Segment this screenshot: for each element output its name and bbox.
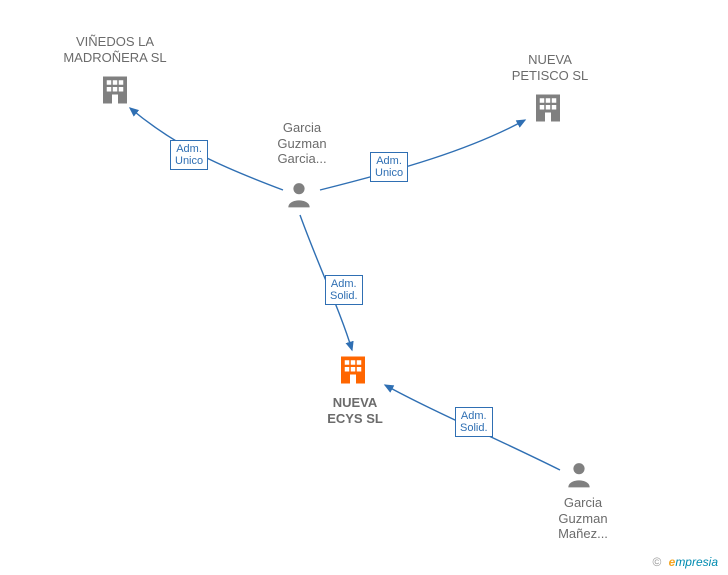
diagram-canvas: VIÑEDOS LA MADROÑERA SL NUEVA PETISCO SL G… xyxy=(0,0,728,575)
edge-path xyxy=(320,120,525,190)
edge-label: Adm. Solid. xyxy=(455,407,493,437)
building-icon[interactable] xyxy=(335,352,371,393)
edge-label: Adm. Unico xyxy=(170,140,208,170)
node-label[interactable]: NUEVA ECYS SL xyxy=(310,395,400,426)
edge-label: Adm. Solid. xyxy=(325,275,363,305)
edge-label: Adm. Unico xyxy=(370,152,408,182)
footer-attribution: © empresia xyxy=(652,555,718,569)
node-label[interactable]: Garcia Guzman Garcia... xyxy=(262,120,342,167)
building-icon[interactable] xyxy=(530,90,566,131)
building-icon[interactable] xyxy=(97,72,133,113)
node-label[interactable]: VIÑEDOS LA MADROÑERA SL xyxy=(50,34,180,65)
node-label[interactable]: Garcia Guzman Mañez... xyxy=(543,495,623,542)
node-label[interactable]: NUEVA PETISCO SL xyxy=(490,52,610,83)
brand-rest: mpresia xyxy=(675,555,718,569)
person-icon[interactable] xyxy=(563,458,595,495)
person-icon[interactable] xyxy=(283,178,315,215)
copyright-symbol: © xyxy=(652,555,661,569)
